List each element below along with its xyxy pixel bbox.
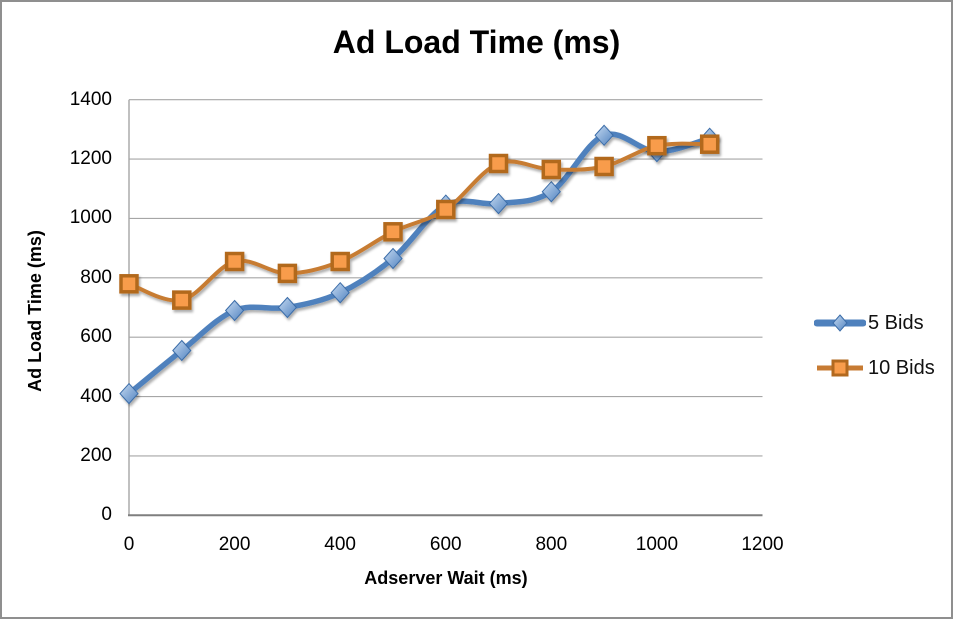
legend-swatch-10-bids bbox=[817, 359, 863, 377]
chart-title: Ad Load Time (ms) bbox=[332, 24, 621, 60]
y-tick-label: 1400 bbox=[69, 88, 112, 110]
y-tick-label: 600 bbox=[80, 326, 112, 348]
x-tick-label: 800 bbox=[535, 534, 568, 555]
x-tick-label: 200 bbox=[218, 534, 251, 555]
y-tick-label: 0 bbox=[101, 504, 112, 526]
x-tick-label: 1000 bbox=[635, 534, 679, 555]
y-tick-label: 1000 bbox=[69, 207, 112, 229]
y-tick-label: 200 bbox=[80, 444, 112, 466]
y-tick-label: 800 bbox=[80, 266, 112, 288]
legend-label-10-bids: 10 Bids bbox=[868, 356, 935, 379]
legend: 5 Bids 10 Bids bbox=[814, 305, 935, 386]
series-lines bbox=[119, 124, 720, 405]
legend-label-5-bids: 5 Bids bbox=[868, 311, 924, 334]
x-tick-label: 1200 bbox=[741, 534, 784, 555]
x-tick-label: 400 bbox=[324, 534, 356, 555]
x-tick-label: 600 bbox=[429, 534, 462, 555]
y-tick-label: 400 bbox=[80, 385, 112, 407]
x-axis-title: Adserver Wait (ms) bbox=[364, 568, 528, 588]
gridlines bbox=[129, 99, 763, 516]
axes bbox=[128, 99, 763, 517]
legend-swatch-5-bids bbox=[814, 314, 866, 332]
x-tick-label: 0 bbox=[123, 534, 135, 555]
y-tick-label: 1200 bbox=[69, 148, 112, 170]
legend-item-10-bids: 10 Bids bbox=[814, 350, 935, 386]
legend-item-5-bids: 5 Bids bbox=[814, 305, 935, 341]
